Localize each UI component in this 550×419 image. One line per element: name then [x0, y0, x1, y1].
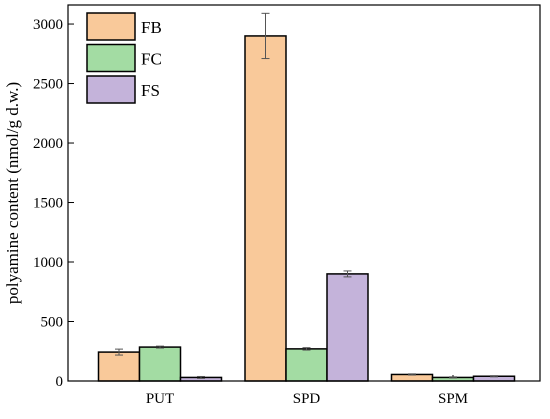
x-tick-label: SPD [293, 391, 321, 407]
bar [244, 35, 287, 382]
plot-frame [67, 4, 541, 382]
bar [285, 348, 328, 382]
y-tick-label: 0 [56, 374, 64, 390]
legend-swatch [86, 12, 136, 41]
legend-swatch [86, 75, 136, 104]
y-axis-label: polyamine content (nmol/g d.w.) [3, 82, 22, 304]
error-bar [449, 376, 457, 379]
error-bar [343, 270, 352, 278]
error-bar [115, 348, 123, 356]
legend-label: FB [141, 18, 162, 37]
bar [326, 273, 369, 382]
bar [97, 351, 141, 382]
y-tick-label: 2500 [33, 77, 63, 93]
y-tick-label: 500 [41, 315, 64, 331]
error-bar [302, 347, 311, 351]
x-tick-label: PUT [146, 391, 174, 407]
bar [138, 346, 182, 382]
error-bar [197, 375, 205, 379]
y-tick-label: 1500 [33, 196, 63, 212]
error-bar [408, 373, 416, 376]
y-tick-label: 1000 [33, 255, 63, 271]
error-bar [261, 12, 270, 60]
y-tick-label: 3000 [33, 17, 63, 33]
x-tick-label: SPM [438, 391, 468, 407]
legend-swatch [86, 43, 136, 73]
y-tick-label: 2000 [33, 136, 63, 152]
error-bar [156, 345, 164, 349]
error-bar [490, 375, 498, 378]
legend-label: FS [141, 81, 160, 100]
legend-label: FC [141, 50, 162, 69]
